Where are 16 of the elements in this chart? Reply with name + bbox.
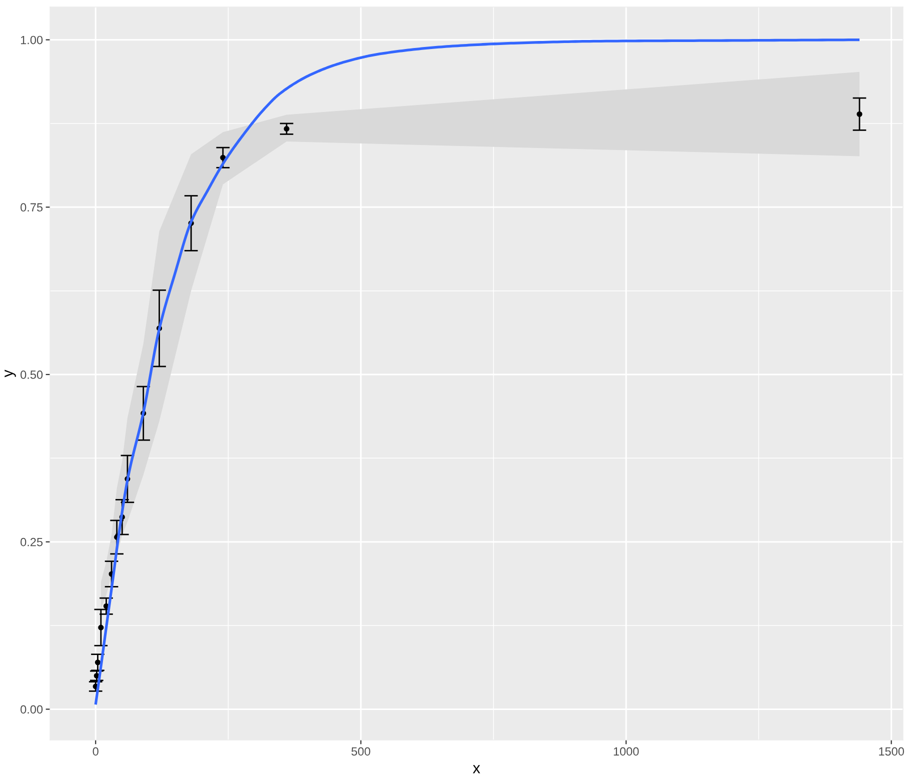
y-axis-title: y [4, 370, 16, 378]
x-axis-title: x [472, 765, 480, 774]
point [856, 111, 862, 117]
y-tick-label: 0.75 [20, 203, 43, 212]
y-tick-label: 1.00 [20, 36, 43, 44]
point [284, 126, 290, 132]
point [220, 154, 226, 160]
y-tick-label: 0.00 [20, 705, 43, 714]
x-tick-label: 1500 [879, 747, 904, 756]
y-tick-label: 0.50 [20, 370, 43, 379]
point [98, 624, 104, 630]
x-tick-label: 0 [92, 747, 98, 756]
x-tick-label: 1000 [614, 747, 639, 756]
point [94, 660, 101, 666]
x-tick-label: 500 [351, 747, 370, 756]
y-tick-label: 0.25 [20, 538, 43, 546]
